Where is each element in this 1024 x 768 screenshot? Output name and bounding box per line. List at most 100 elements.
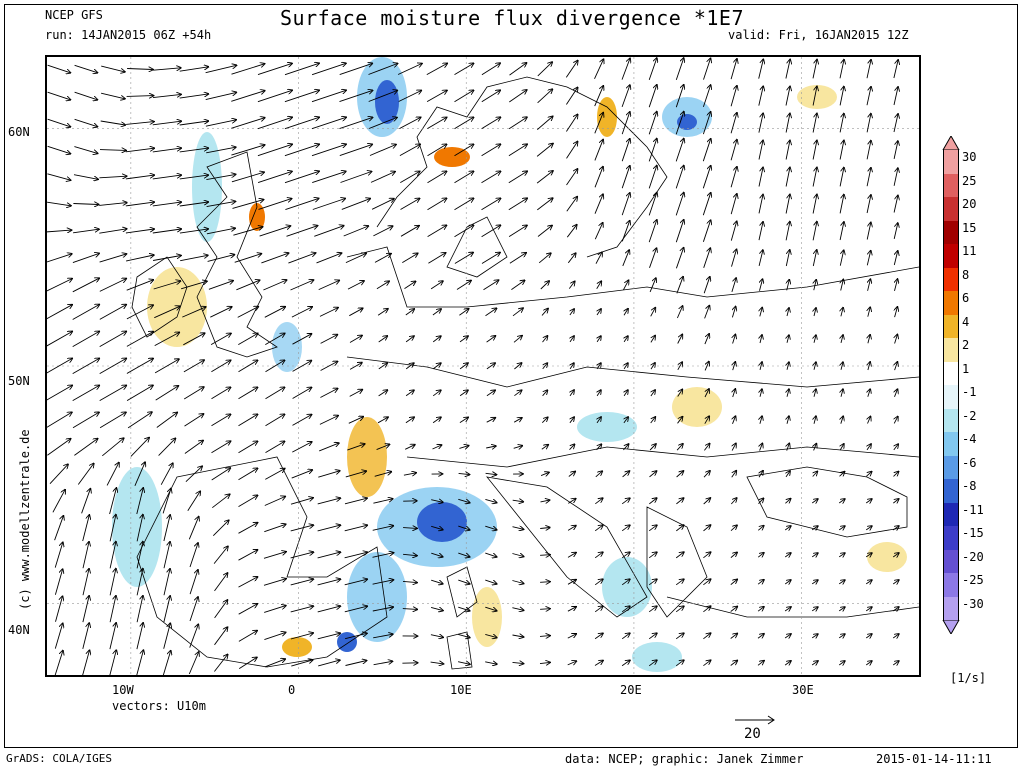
wind-arrow [892,607,899,611]
wind-arrow [372,580,394,585]
wind-arrow [485,525,496,530]
wind-arrow [345,661,367,666]
wind-arrow [760,389,762,397]
wind-arrow [677,390,683,397]
wind-arrow [47,230,71,232]
lat-label-40n: 40N [8,623,30,637]
wind-arrow [207,255,235,262]
wind-arrow [74,91,98,100]
wind-arrow [257,171,292,184]
wind-arrow [284,117,319,130]
wind-arrow [238,577,258,588]
colorbar-segment [943,220,959,245]
wind-arrow [648,85,657,108]
wind-arrow [73,229,99,234]
grads-credit: GrADS: COLA/IGES [6,752,112,765]
wind-arrow [236,280,259,291]
colorbar-segment [943,197,959,221]
wind-arrow [458,499,469,502]
wind-arrow [514,363,521,370]
colorbar-segment [943,385,959,409]
wind-arrow [757,553,764,557]
wind-arrow [624,417,628,424]
wind-arrow [512,500,524,502]
wind-arrow [459,417,468,423]
lon-label-0: 0 [288,683,296,697]
wind-arrow [567,607,576,612]
wind-arrow [731,278,736,293]
wind-arrow [368,64,398,75]
wind-arrow [136,488,143,515]
wind-arrow [347,281,364,290]
wind-arrow [785,87,790,106]
wind-arrow [512,608,523,611]
wind-arrow [290,606,314,613]
wind-arrow [291,470,313,479]
wind-arrow [125,175,154,180]
colorbar-level-label: -2 [962,408,977,423]
wind-arrow [54,651,63,675]
wind-arrow [160,463,173,485]
wind-arrow [106,463,119,486]
wind-arrow [838,661,845,665]
wind-arrow [787,416,789,424]
wind-arrow [378,363,387,370]
wind-arrow [74,64,98,72]
colorbar-segment [943,526,959,550]
wind-arrow [676,444,683,451]
wind-arrow [732,443,736,451]
wind-arrow [730,167,737,188]
wind-arrow [185,466,202,483]
wind-arrow [109,569,116,596]
colorbar-level-label: -8 [962,479,977,493]
wind-arrow [758,86,763,106]
wind-arrow [208,281,233,290]
wind-arrow [210,307,231,318]
timestamp: 2015-01-14-11:11 [876,752,992,766]
wind-arrow [570,336,574,343]
wind-arrow [568,281,574,289]
wind-arrow [839,250,843,266]
wind-arrow [814,444,817,451]
wind-arrow [811,499,818,503]
wind-arrow [400,226,419,237]
coastlines [131,76,919,670]
wind-arrow [109,596,116,623]
wind-arrow [676,306,682,319]
wind-arrow [431,552,442,557]
wind-arrow [648,139,657,162]
wind-arrow [703,58,711,80]
wind-arrow [264,632,285,641]
wind-arrow [373,661,393,666]
wind-arrow [787,443,790,451]
wind-arrow [811,553,818,557]
wind-arrow [238,387,258,400]
wind-arrow [676,277,683,294]
wind-arrow [82,623,89,650]
wind-arrow [180,255,208,262]
wind-arrow [427,171,447,184]
wind-arrow [318,280,340,291]
wind-arrow [894,417,898,424]
wind-arrow [730,59,737,80]
wind-arrow [621,193,630,216]
wind-arrow [730,86,737,107]
wind-arrow [238,495,258,507]
wind-arrow [264,606,286,613]
wind-arrow [99,279,126,292]
wind-arrow [72,305,100,320]
wind-arrow [398,91,422,102]
wind-arrow [486,446,496,448]
wind-arrow [405,417,414,424]
wind-arrow [368,118,397,129]
wind-arrow [730,140,737,161]
wind-arrow [238,550,258,561]
wind-arrow [594,86,604,107]
wind-arrow [649,471,657,478]
wind-arrow [286,226,318,237]
wind-arrow [481,144,501,157]
wind-arrow [730,498,736,505]
wind-arrow [179,229,208,234]
wind-arrow [540,500,550,502]
wind-arrow [180,281,207,290]
